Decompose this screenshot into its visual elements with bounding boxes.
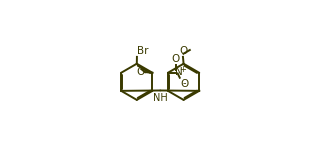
- Text: Br: Br: [137, 46, 149, 56]
- Text: +: +: [179, 65, 186, 74]
- Text: O: O: [137, 67, 145, 77]
- Text: O: O: [180, 79, 189, 89]
- Text: NH: NH: [153, 93, 167, 103]
- Text: O: O: [171, 54, 180, 64]
- Text: -: -: [183, 78, 186, 88]
- Text: N: N: [175, 67, 183, 76]
- Text: O: O: [179, 46, 187, 56]
